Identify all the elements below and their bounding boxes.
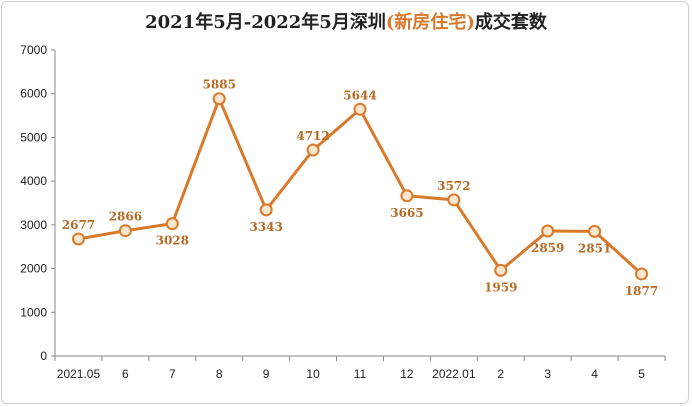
y-tick-label: 4000 [20,174,47,188]
data-label: 5885 [203,78,236,92]
data-point [165,217,179,231]
x-tick-label: 6 [122,367,129,381]
data-point [259,203,273,217]
data-point [212,92,226,106]
y-tick-label: 7000 [20,43,47,57]
y-tick-label: 5000 [20,130,47,144]
data-point [400,189,414,203]
x-tick-label: 8 [216,367,223,381]
chart-title: 2021年5月-2022年5月深圳(新房住宅)成交套数 [0,8,692,34]
data-point [541,224,555,238]
data-point [588,224,602,238]
data-label: 2859 [531,241,564,255]
x-tick-label: 12 [400,367,414,381]
data-point [118,224,132,238]
data-point [635,267,649,281]
title-prefix: 2021年5月-2022年5月深圳 [145,12,386,33]
data-label: 2866 [109,210,142,224]
y-tick-label: 0 [40,349,47,363]
x-tick-label: 9 [263,367,270,381]
data-label: 4712 [296,129,329,143]
data-point [447,193,461,207]
y-axis-ticks: 0 1000 2000 3000 4000 5000 6000 7000 [20,43,55,363]
x-tick-label: 4 [591,367,598,381]
data-point [306,143,320,157]
x-tick-label: 7 [169,367,176,381]
series-markers [71,92,649,281]
data-label: 3028 [156,234,189,248]
data-label: 2851 [578,241,611,255]
x-axis-ticks: 2021.05 6 7 8 9 10 11 12 2022.01 2 3 4 5 [54,356,666,381]
data-label: 1959 [484,280,517,294]
data-label: 3343 [249,220,282,234]
data-labels: 2677 2866 3028 5885 3343 4712 5644 3665 3572 1959… [62,78,658,298]
data-point [71,232,85,246]
title-suffix: 成交套数 [474,12,547,33]
y-tick-label: 6000 [20,87,47,101]
x-tick-label: 2021.05 [57,367,101,381]
x-tick-label: 3 [544,367,551,381]
data-label: 5644 [343,88,376,102]
x-tick-label: 2 [497,367,504,381]
data-label: 3665 [390,206,423,220]
data-point [494,263,508,277]
data-label: 2677 [62,218,95,232]
x-tick-label: 5 [638,367,645,381]
axes [54,50,665,357]
x-tick-label: 11 [354,367,367,381]
x-tick-label: 2022.01 [432,367,476,381]
x-tick-label: 10 [306,367,320,381]
data-label: 3572 [437,179,470,193]
y-tick-label: 3000 [20,218,47,232]
data-point [353,102,367,116]
y-tick-label: 1000 [20,305,47,319]
y-tick-label: 2000 [20,262,47,276]
data-label: 1877 [625,284,658,298]
title-highlight: (新房住宅) [385,12,475,33]
